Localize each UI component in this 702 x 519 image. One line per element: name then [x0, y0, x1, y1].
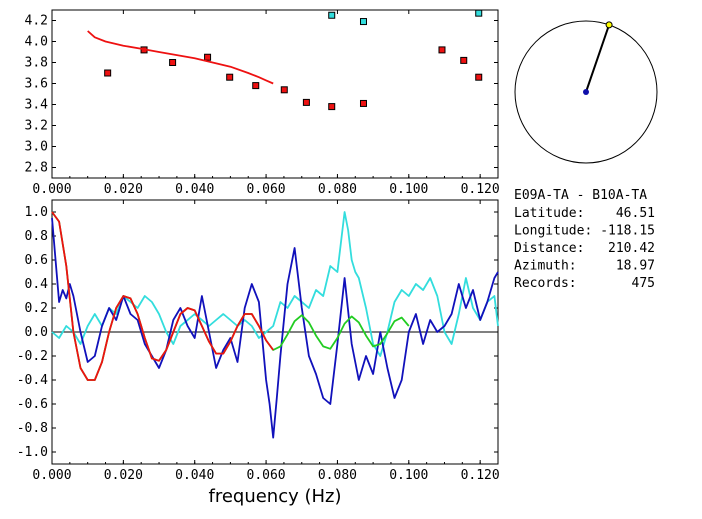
data-point	[460, 56, 468, 64]
y-tick-label: 3.4	[25, 98, 49, 113]
x-tick-label: 0.000	[32, 182, 71, 197]
dispersion-panel: 0.000 0.020 0.040 0.060 0.080 0.100 0.120 2.8 3.…	[25, 9, 500, 197]
series-line	[51, 211, 274, 381]
info-label: Distance:	[514, 241, 584, 256]
x-tick-label: 0.020	[104, 468, 143, 483]
x-tick-label: 0.100	[389, 468, 428, 483]
y-tick-label: -0.8	[17, 421, 48, 436]
info-label: Azimuth:	[514, 259, 577, 274]
info-label: Latitude:	[514, 206, 584, 221]
y-tick-label: -0.2	[17, 349, 48, 364]
y-tick-label: 0.4	[25, 277, 49, 292]
data-point	[438, 46, 446, 54]
y-tick-label: 3.2	[25, 119, 48, 134]
data-point	[226, 73, 234, 81]
x-tick-label: 0.060	[247, 468, 286, 483]
series-line	[51, 211, 499, 357]
dispersion-axes-frame	[51, 9, 499, 179]
data-point	[169, 59, 177, 66]
data-point	[359, 18, 367, 26]
station-info: E09A-TA - B10A-TA Latitude: 46.51 Longitud…	[514, 188, 655, 291]
y-tick-label: -1.0	[17, 445, 48, 460]
x-tick-label: 0.080	[318, 182, 357, 197]
station-pair-title: E09A-TA - B10A-TA	[514, 188, 647, 203]
data-point	[204, 53, 212, 61]
info-value: -118.15	[600, 224, 655, 239]
x-tick-label: 0.100	[389, 182, 428, 197]
y-tick-label: 3.6	[25, 77, 48, 92]
info-label: Longitude:	[514, 224, 592, 239]
x-tick-label: 0.080	[318, 468, 357, 483]
series-line	[87, 30, 274, 85]
azimuth-compass	[514, 20, 658, 164]
y-tick-label: 3.0	[25, 140, 48, 155]
info-value: 18.97	[616, 259, 655, 274]
x-tick-label: 0.060	[247, 182, 286, 197]
y-tick-label: 0.2	[25, 301, 48, 316]
info-value: 46.51	[616, 206, 655, 221]
x-tick-label: 0.040	[175, 182, 214, 197]
x-tick-label: 0.120	[461, 182, 500, 197]
compass-circle	[514, 20, 658, 164]
azimuth-needle	[585, 24, 611, 93]
data-point	[280, 86, 288, 94]
y-tick-label: -0.6	[17, 397, 48, 412]
info-value: 475	[632, 276, 655, 291]
data-point	[252, 82, 260, 90]
data-point	[104, 69, 112, 77]
series-line	[51, 217, 499, 439]
y-tick-label: 3.8	[25, 56, 48, 71]
y-tick-label: -0.4	[17, 373, 48, 388]
y-tick-label: 0.6	[25, 253, 48, 268]
data-point	[475, 73, 483, 81]
info-value: 210.42	[608, 241, 655, 256]
data-point	[359, 99, 367, 107]
y-tick-label: 4.0	[25, 35, 48, 50]
compass-center-dot	[583, 89, 589, 95]
data-point	[475, 9, 483, 17]
correlation-panel: 0.000 0.020 0.040 0.060 0.080 0.100 0.120 -1.0 -…	[17, 199, 500, 507]
y-tick-label: 4.2	[25, 14, 48, 29]
series-line	[51, 211, 410, 381]
x-tick-label: 0.020	[104, 182, 143, 197]
x-tick-label: 0.000	[32, 468, 71, 483]
data-point	[328, 103, 336, 111]
y-tick-label: 2.8	[25, 161, 48, 176]
data-point	[328, 11, 336, 19]
info-label: Records:	[514, 276, 577, 291]
y-tick-label: 0.8	[25, 229, 48, 244]
x-axis-label: frequency (Hz)	[208, 486, 341, 507]
compass-tip-dot	[605, 21, 613, 29]
y-tick-label: 1.0	[25, 205, 48, 220]
x-tick-label: 0.120	[461, 468, 500, 483]
data-point	[302, 98, 310, 106]
x-tick-label: 0.040	[175, 468, 214, 483]
y-tick-label: 0.0	[25, 325, 48, 340]
